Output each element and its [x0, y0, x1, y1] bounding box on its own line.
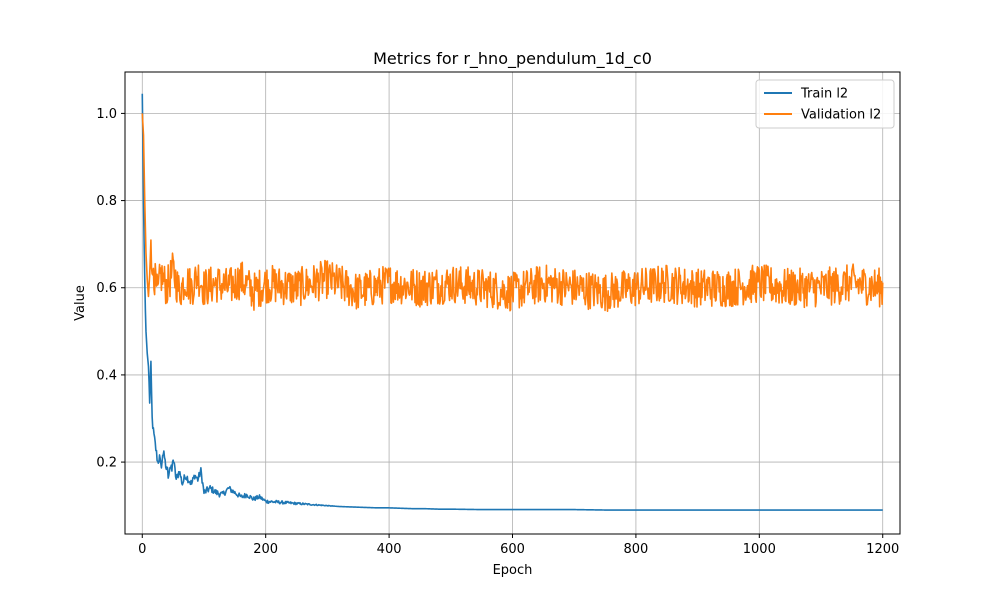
legend-label: Validation l2	[801, 108, 881, 123]
legend: Train l2 Validation l2	[755, 79, 895, 129]
x-axis-label: Epoch	[493, 563, 533, 578]
y-tick-label: 0.2	[96, 456, 117, 471]
x-tick-label: 0	[138, 542, 146, 557]
axis-ticks: 0 200 400 600 800 1000 1200 0.2 0.4 0.6 0.8 1.0	[96, 107, 899, 557]
x-tick-label: 800	[623, 542, 648, 557]
x-tick-label: 600	[500, 542, 525, 557]
series-layer	[141, 93, 884, 511]
y-tick-label: 0.8	[96, 194, 117, 209]
y-tick-label: 0.4	[96, 368, 117, 383]
x-tick-label: 200	[253, 542, 278, 557]
chart-title: Metrics for r_hno_pendulum_1d_c0	[373, 49, 652, 69]
y-axis-label: Value	[73, 285, 88, 321]
x-tick-label: 1000	[743, 542, 776, 557]
legend-label: Train l2	[800, 87, 848, 102]
series-line-1	[141, 113, 884, 313]
y-tick-label: 1.0	[96, 107, 117, 122]
y-tick-label: 0.6	[96, 281, 117, 296]
x-tick-label: 1200	[866, 542, 899, 557]
x-tick-label: 400	[377, 542, 402, 557]
series-line-0	[141, 93, 883, 511]
